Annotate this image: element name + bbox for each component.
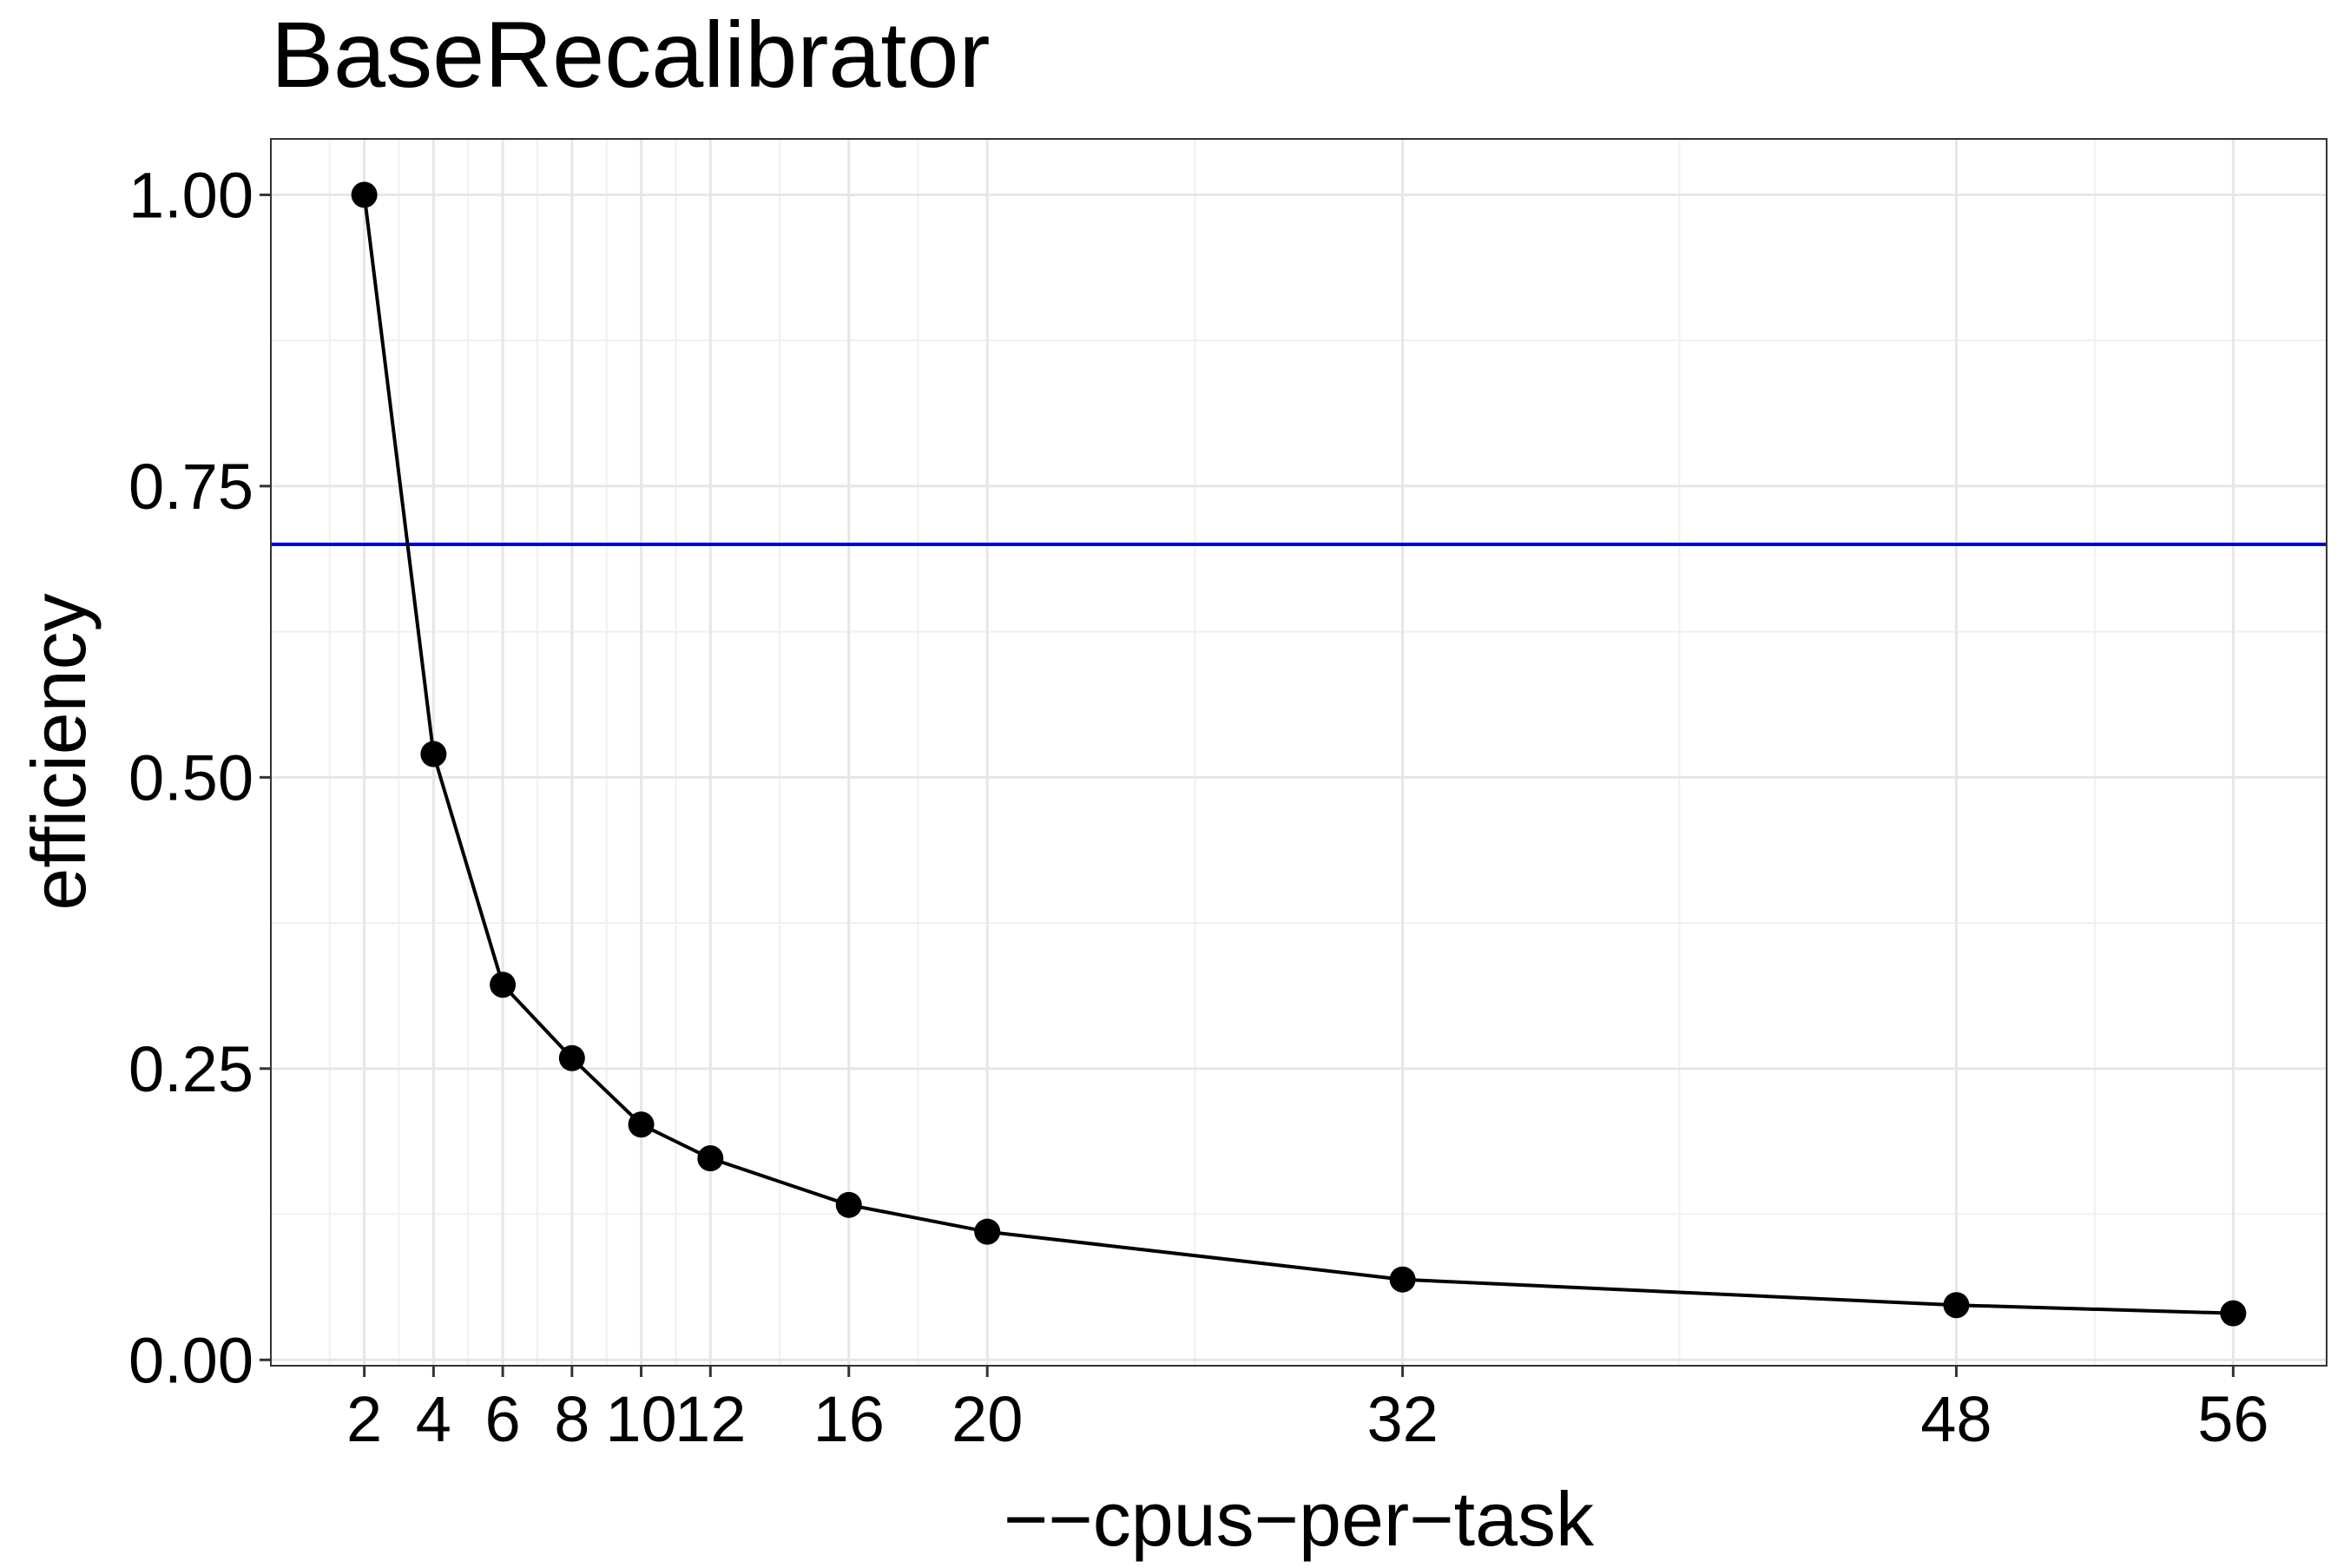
- chart-title: BaseRecalibrator: [271, 2, 990, 107]
- x-tick-label: 10: [605, 1383, 676, 1455]
- data-point: [628, 1111, 655, 1138]
- x-tick-label: 56: [2197, 1383, 2268, 1455]
- x-tick-label: 16: [813, 1383, 885, 1455]
- x-tick-label: 32: [1366, 1383, 1438, 1455]
- x-tick-label: 8: [554, 1383, 589, 1455]
- data-point: [2220, 1300, 2247, 1327]
- data-point: [351, 181, 378, 208]
- y-tick-label: 0.75: [128, 451, 253, 523]
- y-axis-ticks: 0.00 0.25 0.50 0.75 1.00: [128, 159, 271, 1396]
- data-point: [558, 1044, 585, 1071]
- data-point: [697, 1145, 724, 1172]
- x-tick-label: 2: [346, 1383, 382, 1455]
- x-tick-label: 6: [485, 1383, 521, 1455]
- series-line: [362, 194, 2234, 1315]
- data-point: [420, 741, 447, 768]
- y-tick-label: 1.00: [128, 159, 253, 231]
- panel-border: [270, 138, 2328, 1367]
- data-point: [974, 1218, 1001, 1245]
- data-point: [835, 1191, 862, 1218]
- x-axis-label: −−cpus−per−task: [1004, 1476, 1595, 1562]
- x-tick-label: 12: [675, 1383, 746, 1455]
- series-layer: [351, 181, 2247, 1327]
- grid-major: [271, 139, 2327, 1366]
- data-point: [1389, 1266, 1416, 1293]
- data-point: [490, 972, 517, 998]
- x-tick-label: 4: [416, 1383, 451, 1455]
- x-tick-label: 20: [951, 1383, 1023, 1455]
- y-tick-label: 0.25: [128, 1033, 253, 1105]
- x-tick-label: 48: [1920, 1383, 1992, 1455]
- y-axis-label: efficiency: [16, 593, 102, 910]
- y-tick-label: 0.50: [128, 741, 253, 814]
- data-point: [1943, 1292, 1970, 1319]
- y-tick-label: 0.00: [128, 1324, 253, 1396]
- grid-minor: [271, 139, 2327, 1366]
